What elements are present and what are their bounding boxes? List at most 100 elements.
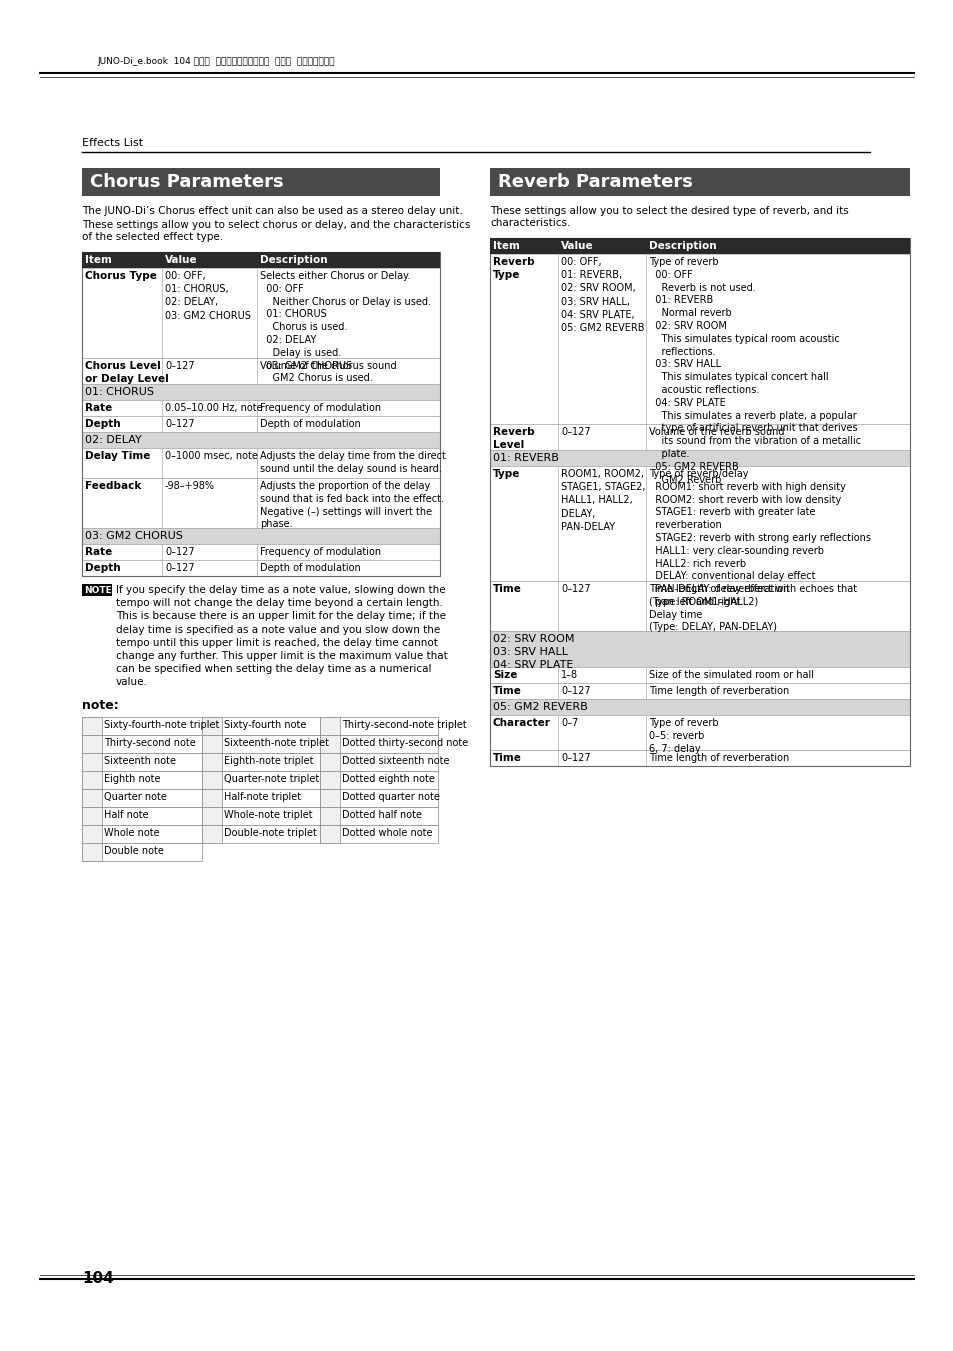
Text: 1–8: 1–8 (560, 670, 578, 680)
Text: Size of the simulated room or hall: Size of the simulated room or hall (648, 670, 813, 680)
Text: 0–127: 0–127 (165, 547, 194, 557)
Text: Depth: Depth (85, 563, 120, 573)
Text: Dotted whole note: Dotted whole note (341, 828, 432, 838)
Text: Type of reverb
0–5: reverb
6, 7: delay: Type of reverb 0–5: reverb 6, 7: delay (648, 717, 718, 754)
Text: Description: Description (648, 240, 716, 251)
Bar (82, 384, 439, 400)
Bar (82, 789, 102, 807)
Bar (202, 825, 319, 843)
Text: Rate: Rate (85, 547, 112, 557)
Bar (490, 168, 909, 196)
Bar (490, 254, 909, 424)
Text: Eighth note: Eighth note (104, 774, 160, 784)
Bar (202, 753, 222, 771)
Text: Sixteenth note: Sixteenth note (104, 757, 175, 766)
Bar (82, 253, 439, 576)
Text: 02: SRV ROOM
03: SRV HALL
04: SRV PLATE: 02: SRV ROOM 03: SRV HALL 04: SRV PLATE (493, 634, 574, 670)
Text: Quarter note: Quarter note (104, 792, 167, 802)
Bar (82, 267, 439, 358)
Bar (319, 753, 339, 771)
Bar (202, 771, 319, 789)
Text: Sixty-fourth-note triplet: Sixty-fourth-note triplet (104, 720, 219, 730)
Text: 0–1000 msec, note: 0–1000 msec, note (165, 451, 257, 461)
Text: -98–+98%: -98–+98% (165, 481, 214, 490)
Bar (490, 581, 909, 631)
Bar (202, 807, 319, 825)
Bar (319, 735, 339, 753)
Text: of the selected effect type.: of the selected effect type. (82, 232, 223, 242)
Text: Feedback: Feedback (85, 481, 141, 490)
Bar (82, 717, 102, 735)
Text: Dotted half note: Dotted half note (341, 811, 421, 820)
Bar (490, 684, 909, 698)
Bar (319, 825, 437, 843)
Bar (202, 789, 222, 807)
Text: Whole note: Whole note (104, 828, 159, 838)
Text: Adjusts the delay time from the direct
sound until the delay sound is heard.: Adjusts the delay time from the direct s… (260, 451, 445, 474)
Text: 02: DELAY: 02: DELAY (85, 435, 142, 444)
Text: Type of reverb
  00: OFF
    Reverb is not used.
  01: REVERB
    Normal reverb
: Type of reverb 00: OFF Reverb is not use… (648, 257, 861, 485)
Text: Reverb
Level: Reverb Level (493, 427, 534, 450)
Text: If you specify the delay time as a note value, slowing down the
tempo will not c: If you specify the delay time as a note … (116, 585, 447, 688)
Bar (82, 807, 102, 825)
Text: Dotted eighth note: Dotted eighth note (341, 774, 435, 784)
Text: Sixteenth-note triplet: Sixteenth-note triplet (224, 738, 329, 748)
Bar (202, 807, 222, 825)
Bar (82, 825, 202, 843)
Bar (319, 735, 437, 753)
Bar (490, 450, 909, 466)
Text: 01: CHORUS: 01: CHORUS (85, 386, 153, 397)
Text: Frequency of modulation: Frequency of modulation (260, 547, 381, 557)
Text: 00: OFF,
01: REVERB,
02: SRV ROOM,
03: SRV HALL,
04: SRV PLATE,
05: GM2 REVERB: 00: OFF, 01: REVERB, 02: SRV ROOM, 03: S… (560, 257, 644, 332)
Bar (319, 789, 437, 807)
Text: Half-note triplet: Half-note triplet (224, 792, 301, 802)
Text: 0–7: 0–7 (560, 717, 578, 728)
Bar (82, 253, 439, 267)
Text: ROOM1, ROOM2,
STAGE1, STAGE2,
HALL1, HALL2,
DELAY,
PAN-DELAY: ROOM1, ROOM2, STAGE1, STAGE2, HALL1, HAL… (560, 469, 645, 532)
Bar (82, 449, 439, 478)
Text: Dotted quarter note: Dotted quarter note (341, 792, 439, 802)
Bar (202, 771, 222, 789)
Bar (82, 168, 439, 196)
Bar (202, 717, 222, 735)
Text: Frequency of modulation: Frequency of modulation (260, 403, 381, 413)
Text: 0.05–10.00 Hz, note: 0.05–10.00 Hz, note (165, 403, 262, 413)
Text: Sixty-fourth note: Sixty-fourth note (224, 720, 306, 730)
Text: Chorus Parameters: Chorus Parameters (90, 173, 283, 190)
Bar (82, 843, 102, 861)
Text: Adjusts the proportion of the delay
sound that is fed back into the effect.
Nega: Adjusts the proportion of the delay soun… (260, 481, 443, 530)
Text: Chorus Level
or Delay Level: Chorus Level or Delay Level (85, 361, 169, 384)
Text: note:: note: (82, 698, 118, 712)
Text: Description: Description (260, 255, 327, 265)
Text: Rate: Rate (85, 403, 112, 413)
Text: NOTE: NOTE (84, 586, 112, 594)
Text: Depth of modulation: Depth of modulation (260, 419, 360, 430)
Text: 0–127: 0–127 (560, 686, 590, 696)
Bar (490, 424, 909, 450)
Text: Time length of reverberation: Time length of reverberation (648, 686, 788, 696)
Bar (490, 750, 909, 766)
Bar (82, 753, 202, 771)
Text: characteristics.: characteristics. (490, 218, 570, 228)
Bar (202, 825, 222, 843)
Bar (319, 717, 437, 735)
Text: Dotted sixteenth note: Dotted sixteenth note (341, 757, 449, 766)
Bar (490, 466, 909, 581)
Bar (82, 584, 112, 596)
Bar (82, 789, 202, 807)
Text: Character: Character (493, 717, 550, 728)
Text: Double-note triplet: Double-note triplet (224, 828, 316, 838)
Text: Time length of reverberation: Time length of reverberation (648, 753, 788, 763)
Text: 03: GM2 CHORUS: 03: GM2 CHORUS (85, 531, 183, 540)
Text: Delay Time: Delay Time (85, 451, 151, 461)
Bar (82, 400, 439, 416)
Text: Double note: Double note (104, 846, 164, 857)
Bar (82, 807, 202, 825)
Text: Size: Size (493, 670, 517, 680)
Text: 104: 104 (82, 1271, 113, 1286)
Bar (490, 238, 909, 254)
Text: Value: Value (560, 240, 593, 251)
Bar (319, 807, 339, 825)
Text: 0–127: 0–127 (165, 361, 194, 372)
Text: Type: Type (493, 469, 519, 480)
